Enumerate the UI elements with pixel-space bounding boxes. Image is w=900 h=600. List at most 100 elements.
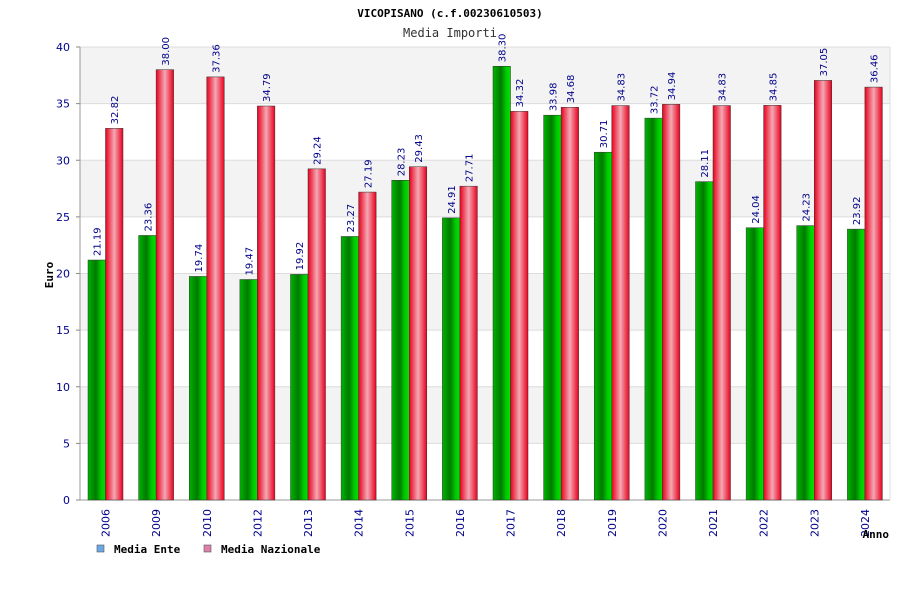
x-tick-label: 2021 bbox=[707, 509, 720, 537]
data-labels: 21.19 32.82 23.36 38.00 19.74 37.36 19.47 34.79… bbox=[93, 34, 881, 276]
bar-media-ente bbox=[391, 180, 410, 501]
bar-media-ente bbox=[594, 151, 612, 501]
x-tick-label: 2009 bbox=[150, 509, 163, 537]
data-label: 34.79 bbox=[262, 73, 273, 102]
x-tick-label: 2013 bbox=[302, 509, 315, 537]
bar-media-nazionale bbox=[510, 111, 529, 501]
bar-media-ente bbox=[340, 236, 359, 501]
data-label: 37.05 bbox=[819, 48, 830, 77]
bar-media-nazionale bbox=[864, 86, 883, 501]
y-tick-label: 25 bbox=[56, 211, 70, 224]
data-label: 28.11 bbox=[700, 149, 711, 178]
data-label: 24.04 bbox=[751, 195, 762, 224]
data-label: 33.72 bbox=[650, 85, 661, 114]
data-label: 29.43 bbox=[414, 134, 425, 163]
data-label: 32.82 bbox=[110, 96, 121, 125]
y-tick-label: 30 bbox=[56, 154, 70, 167]
bar-media-nazionale bbox=[459, 185, 478, 501]
y-tick-label: 5 bbox=[63, 437, 70, 450]
y-tick-label: 15 bbox=[56, 324, 70, 337]
bar-media-nazionale bbox=[712, 105, 731, 501]
data-label: 19.74 bbox=[194, 244, 205, 273]
legend-label-media-nazionale: Media Nazionale bbox=[221, 543, 321, 556]
bar-media-nazionale bbox=[560, 106, 579, 501]
bar-media-ente bbox=[87, 259, 106, 501]
bar-media-ente bbox=[796, 225, 815, 501]
bar-media-nazionale bbox=[611, 105, 630, 501]
bar-media-ente bbox=[745, 227, 764, 501]
x-axis-ticks: 2006 2009 2010 2012 2013 2014 2015 2016 2017 2018… bbox=[100, 509, 872, 537]
data-label: 30.71 bbox=[599, 120, 610, 149]
x-tick-label: 2024 bbox=[859, 509, 872, 537]
data-label: 19.92 bbox=[295, 242, 306, 271]
x-tick-label: 2018 bbox=[555, 509, 568, 537]
legend-label-media-ente: Media Ente bbox=[114, 543, 181, 556]
bar-media-ente bbox=[442, 217, 461, 501]
data-label: 34.32 bbox=[515, 79, 526, 108]
x-tick-label: 2006 bbox=[100, 509, 113, 537]
y-axis-label: Euro bbox=[43, 261, 56, 288]
data-label: 34.68 bbox=[566, 75, 577, 104]
x-tick-label: 2016 bbox=[454, 509, 467, 537]
y-tick-label: 20 bbox=[56, 268, 70, 281]
bar-media-nazionale bbox=[206, 76, 225, 501]
data-label: 33.98 bbox=[548, 83, 559, 112]
x-tick-label: 2017 bbox=[505, 509, 518, 537]
bar-media-ente bbox=[239, 279, 258, 501]
bar-media-ente bbox=[695, 181, 714, 501]
data-label: 24.91 bbox=[447, 185, 458, 214]
y-tick-label: 0 bbox=[63, 494, 70, 507]
bar-media-ente bbox=[189, 276, 207, 501]
x-tick-label: 2022 bbox=[758, 509, 771, 537]
data-label: 36.46 bbox=[870, 54, 881, 83]
bar-media-nazionale bbox=[358, 191, 377, 501]
x-tick-label: 2023 bbox=[808, 509, 821, 537]
legend-swatch-media-ente bbox=[96, 544, 105, 553]
legend: Media Ente Media Nazionale bbox=[96, 543, 321, 556]
bar-media-nazionale bbox=[155, 69, 174, 501]
data-label: 23.27 bbox=[346, 204, 357, 233]
data-label: 34.83 bbox=[718, 73, 729, 102]
x-tick-label: 2010 bbox=[201, 509, 214, 537]
data-label: 23.36 bbox=[143, 203, 154, 232]
y-tick-label: 40 bbox=[56, 41, 70, 54]
chart-subtitle: Media Importi bbox=[403, 26, 497, 40]
data-label: 27.19 bbox=[363, 159, 374, 188]
x-axis-label: Anno bbox=[863, 528, 890, 541]
y-tick-label: 10 bbox=[56, 381, 70, 394]
data-label: 34.83 bbox=[617, 73, 628, 102]
data-label: 38.30 bbox=[498, 34, 509, 63]
x-tick-label: 2019 bbox=[606, 509, 619, 537]
x-tick-label: 2012 bbox=[251, 509, 264, 537]
bar-media-nazionale bbox=[814, 80, 832, 501]
data-label: 24.23 bbox=[802, 193, 813, 222]
data-label: 34.94 bbox=[667, 72, 678, 101]
data-label: 19.47 bbox=[245, 247, 256, 276]
bar-media-nazionale bbox=[307, 168, 326, 501]
bar-media-nazionale bbox=[763, 105, 782, 501]
data-label: 23.92 bbox=[852, 196, 863, 225]
data-label: 28.23 bbox=[397, 148, 408, 177]
bar-media-nazionale bbox=[257, 105, 276, 501]
y-tick-label: 35 bbox=[56, 98, 70, 111]
x-tick-label: 2020 bbox=[656, 509, 669, 537]
bars bbox=[87, 66, 883, 501]
data-label: 27.71 bbox=[465, 154, 476, 183]
chart-title: VICOPISANO (c.f.00230610503) bbox=[357, 7, 542, 20]
legend-swatch-media-nazionale bbox=[203, 544, 212, 553]
x-tick-label: 2015 bbox=[403, 509, 416, 537]
data-label: 34.85 bbox=[768, 73, 779, 102]
bar-media-ente bbox=[290, 274, 309, 501]
data-label: 37.36 bbox=[212, 44, 223, 73]
data-label: 21.19 bbox=[93, 227, 104, 256]
y-axis-ticks: 0 5 10 15 20 25 30 35 40 bbox=[56, 41, 70, 507]
bar-media-ente bbox=[492, 66, 511, 501]
bar-media-ente bbox=[847, 228, 866, 501]
bar-media-nazionale bbox=[105, 128, 124, 501]
bar-media-nazionale bbox=[662, 104, 681, 501]
bar-media-ente bbox=[543, 114, 562, 501]
data-label: 38.00 bbox=[161, 37, 172, 66]
bar-media-nazionale bbox=[409, 166, 427, 501]
data-label: 29.24 bbox=[313, 136, 324, 165]
